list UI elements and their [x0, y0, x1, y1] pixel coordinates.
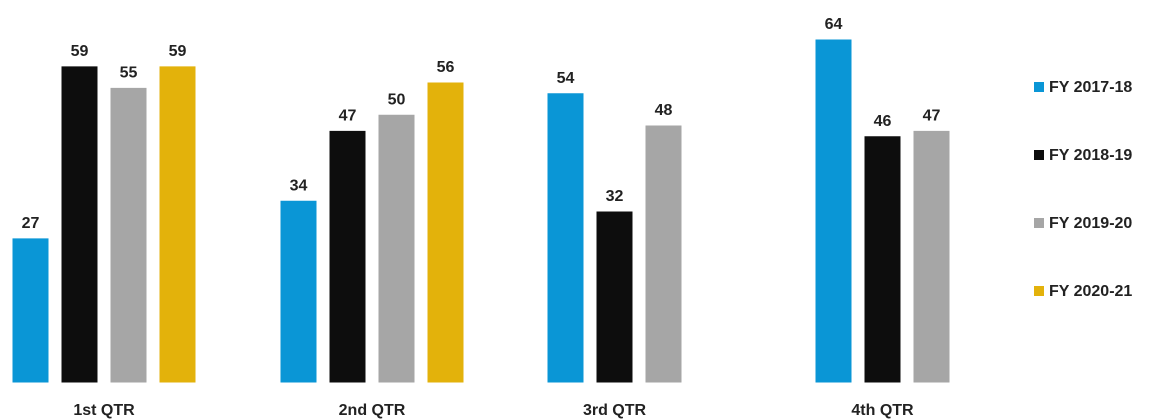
bar-fy-2017-18-1st-qtr [11, 237, 50, 384]
x-tick-label: 1st QTR [73, 402, 135, 419]
legend-swatch [1034, 82, 1044, 92]
legend-item: FY 2018-19 [1034, 147, 1132, 164]
data-label: 59 [169, 43, 187, 60]
legend-label: FY 2020-21 [1049, 283, 1132, 300]
legend-swatch [1034, 150, 1044, 160]
legend-label: FY 2018-19 [1049, 147, 1132, 164]
legend-item: FY 2020-21 [1034, 283, 1132, 300]
data-label: 56 [437, 59, 455, 76]
legend: FY 2017-18 FY 2018-19 FY 2019-20 FY 2020-21 [1034, 79, 1132, 300]
legend-item: FY 2017-18 [1034, 79, 1132, 96]
data-label: 47 [339, 107, 357, 124]
bar-fy-2017-18-2nd-qtr [279, 199, 318, 384]
data-label: 46 [874, 113, 892, 130]
bar-fy-2019-20-1st-qtr [109, 86, 148, 384]
data-label: 55 [120, 64, 138, 81]
data-label: 48 [655, 102, 673, 119]
bar-fy-2019-20-4th-qtr [912, 129, 951, 384]
bar-fy-2019-20-3rd-qtr [644, 124, 683, 384]
bar-fy-2018-19-4th-qtr [863, 135, 902, 384]
legend-label: FY 2019-20 [1049, 215, 1132, 232]
bar-fy-2020-21-1st-qtr [158, 65, 197, 384]
bar-fy-2018-19-1st-qtr [60, 65, 99, 384]
legend-swatch [1034, 218, 1044, 228]
data-label: 34 [290, 177, 308, 194]
data-label: 59 [71, 43, 89, 60]
value-labels-layer: 27 59 55 59 34 47 50 56 54 32 48 64 46 47 [22, 16, 941, 232]
category-labels-layer: 1st QTR 2nd QTR 3rd QTR 4th QTR [73, 402, 914, 419]
bar-fy-2017-18-3rd-qtr [546, 92, 585, 384]
bars-layer [11, 38, 951, 384]
data-label: 27 [22, 215, 40, 232]
legend-label: FY 2017-18 [1049, 79, 1132, 96]
bar-fy-2019-20-2nd-qtr [377, 113, 416, 384]
data-label: 64 [825, 16, 843, 33]
data-label: 32 [606, 188, 624, 205]
x-tick-label: 2nd QTR [339, 402, 406, 419]
bar-fy-2017-18-4th-qtr [814, 38, 853, 384]
data-label: 50 [388, 91, 406, 108]
data-label: 47 [923, 107, 941, 124]
x-tick-label: 4th QTR [851, 402, 914, 419]
legend-item: FY 2019-20 [1034, 215, 1132, 232]
legend-swatch [1034, 286, 1044, 296]
bar-fy-2018-19-2nd-qtr [328, 129, 367, 384]
data-label: 54 [557, 70, 575, 87]
x-tick-label: 3rd QTR [583, 402, 647, 419]
bar-fy-2018-19-3rd-qtr [595, 210, 634, 384]
bar-fy-2020-21-2nd-qtr [426, 81, 465, 384]
